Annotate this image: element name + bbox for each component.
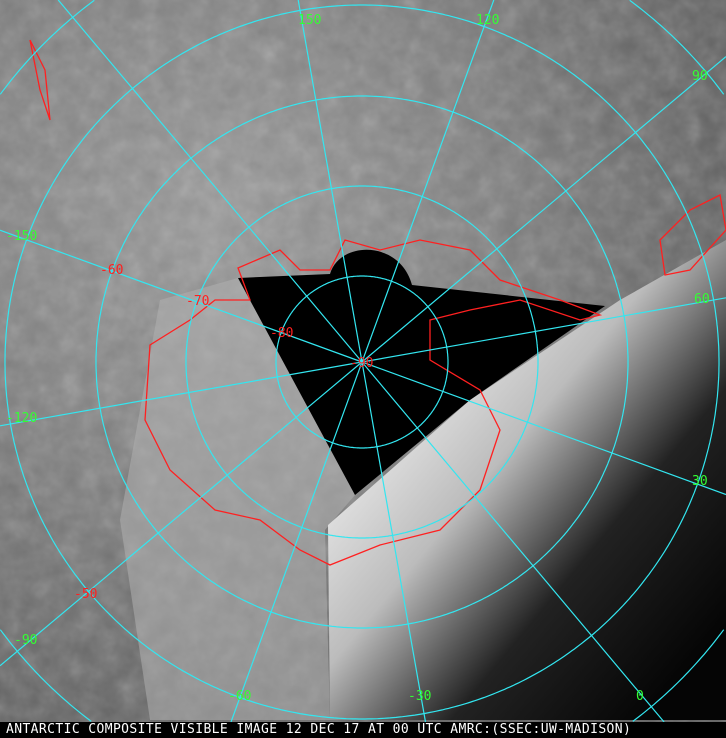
meridian-line [297,0,363,363]
latitude-circle [275,275,449,449]
longitude-label: -120 [6,411,37,426]
latitude-label: -70 [186,294,209,309]
longitude-label: -150 [6,229,37,244]
sunlit-sector [328,240,726,720]
longitude-label: 120 [476,13,499,28]
latitude-circle [185,185,539,539]
latitude-circle [95,95,629,629]
longitude-label: 90 [692,69,708,84]
antarctica-coastline [144,239,603,566]
longitude-label: 0 [636,689,644,704]
longitude-label: -60 [228,689,251,704]
meridian-line [57,0,363,363]
latitude-label: -90 [350,356,373,371]
grid-labels: 0 -30 -60 -90 -120 -150 150 120 90 60 30 -90 -80 -70 -… [6,13,710,704]
meridian-line [361,361,665,723]
longitude-label: -30 [408,689,431,704]
no-data-wedge [238,249,605,495]
meridian-line [0,361,363,667]
latitude-label: -60 [100,263,123,278]
meridian-line [361,56,726,363]
graticule [0,0,726,723]
longitude-label: 60 [694,292,710,307]
meridian-line [361,297,726,363]
latitude-circle [0,0,725,722]
latitude-label: -50 [74,587,97,602]
meridian-line [0,361,363,427]
meridian-line [361,0,495,363]
image-caption: ANTARCTIC COMPOSITE VISIBLE IMAGE 12 DEC… [0,722,726,738]
meridian-line [361,361,726,496]
land-coastlines [29,39,726,276]
latitude-label: -80 [270,326,293,341]
longitude-label: -90 [14,633,37,648]
longitude-label: 30 [692,474,708,489]
longitude-label: 150 [298,13,321,28]
ice-shelf-region [120,278,355,720]
latitude-circle [4,4,720,720]
meridian-line [0,229,363,363]
meridian-line [361,361,427,723]
meridian-line [230,361,363,723]
